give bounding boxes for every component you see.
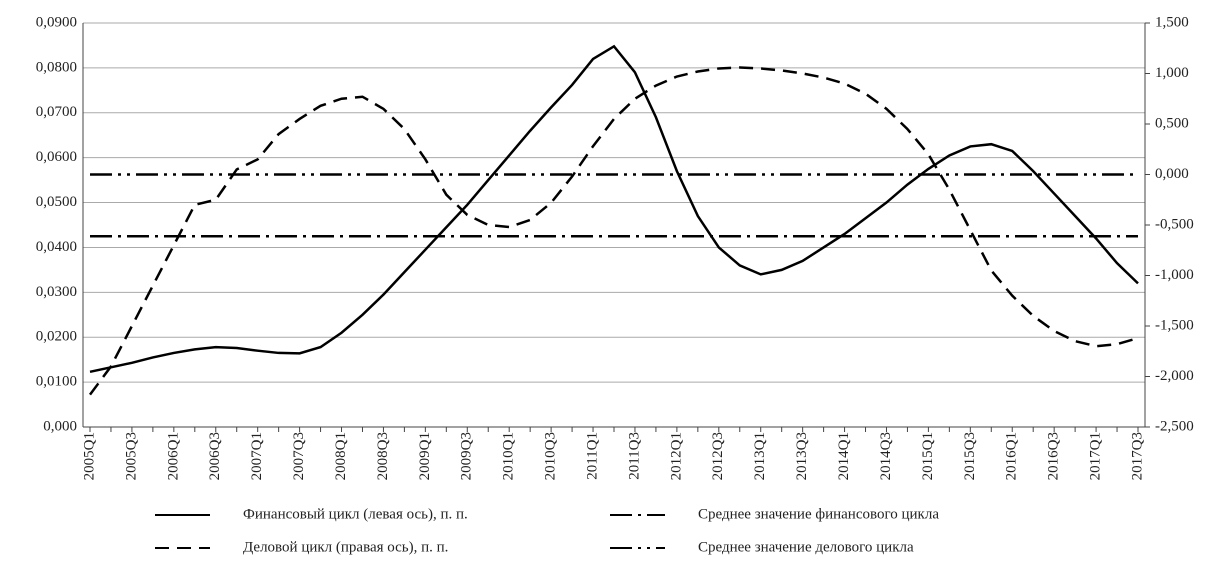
y-tick-label: 0,0700 [36,104,77,120]
x-tick-label: 2008Q3 [375,432,391,480]
x-tick-label: 2012Q3 [710,432,726,480]
x-tick-label: 2007Q3 [291,432,307,480]
y-tick-label: 0,0800 [36,59,77,75]
x-tick-label: 2012Q1 [668,432,684,480]
x-tick-label: 2015Q3 [962,432,978,480]
y-tick-label: 0,0200 [36,329,77,345]
x-tick-label: 2009Q3 [459,432,475,480]
x-tick-label: 2010Q3 [543,432,559,480]
x-tick-label: 2006Q3 [207,432,223,480]
y2-tick-label: -2,500 [1155,418,1194,434]
x-tick-label: 2011Q3 [626,432,642,480]
y-tick-label: 0,0900 [36,14,77,30]
series-line [89,44,1139,374]
y2-tick-label: 0,000 [1155,166,1189,182]
y-tick-label: 0,0100 [36,374,77,390]
y2-tick-label: 0,500 [1155,115,1189,131]
x-tick-label: 2017Q3 [1129,432,1145,480]
x-tick-label: 2014Q3 [878,432,894,480]
legend-label: Среднее значение финансового цикла [698,506,939,522]
y-tick-label: 0,000 [43,418,77,434]
y2-tick-label: -2,000 [1155,368,1194,384]
x-tick-label: 2007Q1 [249,432,265,480]
y-tick-label: 0,0400 [36,239,77,255]
y-tick-label: 0,0500 [36,194,77,210]
x-tick-label: 2015Q1 [920,432,936,480]
y-tick-label: 0,0600 [36,149,77,165]
x-tick-label: 2011Q1 [584,432,600,480]
series-line [88,66,1139,396]
x-tick-label: 2006Q1 [165,432,181,480]
x-tick-label: 2017Q1 [1088,432,1104,480]
x-tick-label: 2010Q1 [501,432,517,480]
legend-label: Финансовый цикл (левая ось), п. п. [243,506,468,522]
x-tick-label: 2016Q1 [1004,432,1020,480]
x-tick-label: 2005Q1 [81,432,97,480]
y2-tick-label: -0,500 [1155,216,1194,232]
y2-tick-label: 1,500 [1155,14,1189,30]
y2-tick-label: 1,000 [1155,65,1189,81]
x-tick-label: 2013Q1 [752,432,768,480]
x-tick-label: 2009Q1 [417,432,433,480]
x-tick-label: 2013Q3 [794,432,810,480]
x-tick-label: 2008Q1 [333,432,349,480]
x-tick-label: 2016Q3 [1046,432,1062,480]
x-tick-label: 2005Q3 [123,432,139,480]
legend-label: Среднее значение делового цикла [698,539,914,555]
y2-tick-label: -1,500 [1155,317,1194,333]
y2-tick-label: -1,000 [1155,267,1194,283]
y-tick-label: 0,0300 [36,284,77,300]
x-tick-label: 2014Q1 [836,432,852,480]
legend-label: Деловой цикл (правая ось), п. п. [243,539,448,555]
